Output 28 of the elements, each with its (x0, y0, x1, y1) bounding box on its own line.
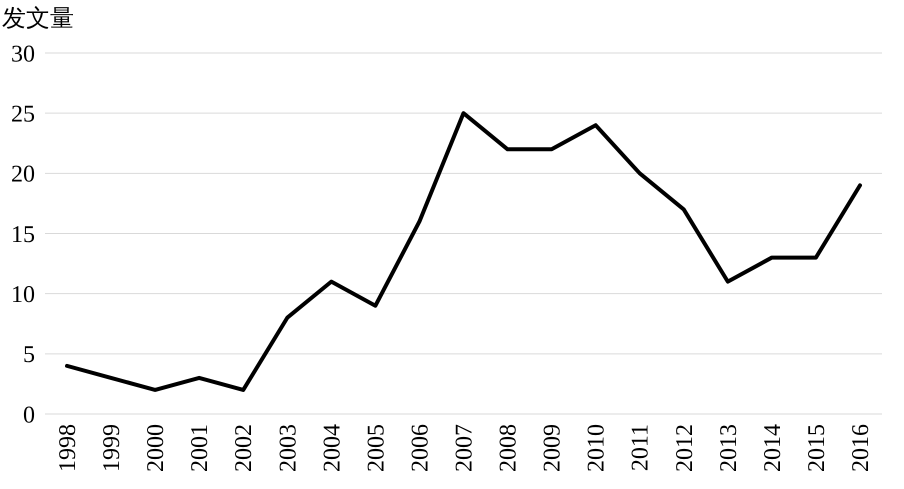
x-tick-label: 2003 (275, 424, 302, 472)
x-tick-label: 2002 (231, 424, 258, 472)
y-tick-label: 25 (11, 102, 35, 128)
y-tick-label: 5 (23, 342, 35, 368)
x-tick-label: 2009 (540, 424, 566, 472)
x-tick-label: 1999 (99, 424, 126, 472)
x-tick-label: 2012 (672, 424, 698, 472)
x-tick-label: 2008 (496, 424, 522, 472)
y-tick-label: 15 (11, 222, 35, 248)
x-tick-label: 2014 (760, 424, 786, 472)
y-axis-title: 发文量 (2, 5, 74, 32)
x-tick-label: 2011 (628, 424, 654, 472)
x-tick-label: 2000 (143, 424, 170, 472)
line-series (65, 111, 862, 392)
x-tick-label: 2006 (407, 424, 434, 472)
x-tick-label: 2001 (187, 424, 214, 472)
y-tick-label: 10 (11, 282, 35, 308)
x-tick-label: 2010 (584, 424, 610, 472)
x-tick-label: 2016 (848, 424, 874, 472)
x-tick-label: 2015 (804, 424, 830, 472)
x-tick-label: 2013 (716, 424, 742, 472)
x-tick-label: 2007 (452, 424, 478, 472)
x-tick-label: 2004 (319, 424, 346, 472)
y-tick-label: 20 (11, 162, 35, 188)
x-tick-label: 1998 (55, 424, 82, 472)
y-tick-label: 0 (23, 402, 35, 428)
x-tick-label: 2005 (363, 424, 390, 472)
y-tick-label: 30 (11, 41, 35, 68)
